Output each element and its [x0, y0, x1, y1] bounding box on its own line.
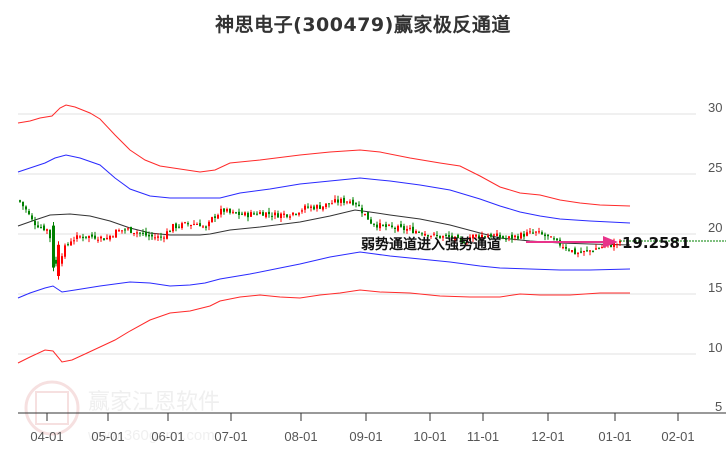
x-tick-label: 08-01: [284, 429, 317, 444]
signal-annotation: 弱势通道进入强势通道: [361, 236, 501, 253]
y-tick-30: 30: [708, 100, 722, 115]
inner-upper-band-line: [17, 154, 631, 224]
x-tick-label: 05-01: [91, 429, 124, 444]
x-tick-label: 06-01: [151, 429, 184, 444]
watermark-seal-icon: [24, 380, 80, 436]
x-tick-label: 11-01: [467, 429, 499, 444]
y-tick-20: 20: [708, 220, 722, 235]
middle-line: [17, 209, 631, 246]
x-tick-label: 12-01: [531, 429, 564, 444]
x-tick-label: 10-01: [413, 429, 446, 444]
candlesticks: [19, 195, 621, 280]
y-tick-5: 5: [715, 399, 722, 414]
watermark: 赢家江恩软件 www.360gann.com: [24, 380, 220, 444]
chart-title: 神思电子(300479)赢家极反通道: [215, 14, 511, 36]
inner-lower-band-line: [17, 251, 631, 299]
x-tick-label: 04-01: [30, 429, 63, 444]
signal-arrow-icon: [526, 236, 618, 248]
watermark-brand: 赢家江恩软件: [88, 390, 220, 415]
y-tick-15: 15: [708, 280, 722, 295]
outer-upper-band-line: [17, 104, 631, 207]
watermark-url: www.360gann.com: [87, 427, 215, 444]
x-tick-label: 02-01: [661, 429, 694, 444]
x-tick-label: 01-01: [598, 429, 631, 444]
y-tick-10: 10: [708, 340, 722, 355]
last-price-label: 19.2581: [622, 234, 690, 252]
x-axis: 04-01 05-01 06-01 07-01 08-01 09-01 10-0…: [18, 412, 726, 444]
x-tick-label: 09-01: [349, 429, 382, 444]
x-tick-label: 07-01: [214, 429, 247, 444]
outer-lower-band-line: [17, 289, 630, 364]
y-axis: 30 25 20 15 10 5: [708, 100, 722, 414]
y-tick-25: 25: [708, 160, 722, 175]
